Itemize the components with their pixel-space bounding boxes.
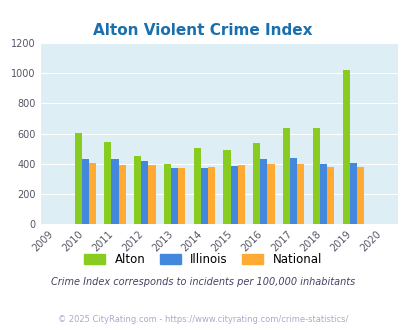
Bar (164, 164, 171, 224)
Bar (237, 165, 244, 224)
Bar (193, 148, 200, 224)
Bar (326, 167, 333, 224)
Bar (81, 159, 89, 224)
Bar (282, 128, 290, 224)
Bar (342, 70, 349, 224)
Bar (104, 142, 111, 224)
Bar (89, 163, 96, 224)
Bar (253, 144, 260, 224)
Bar (230, 166, 237, 224)
Legend: Alton, Illinois, National: Alton, Illinois, National (79, 248, 326, 271)
Bar (118, 165, 126, 224)
Bar (267, 164, 274, 224)
Bar (290, 157, 296, 224)
Bar (349, 163, 356, 224)
Text: Alton Violent Crime Index: Alton Violent Crime Index (93, 23, 312, 38)
Bar (178, 168, 185, 224)
Bar (171, 168, 178, 224)
Bar (356, 167, 363, 224)
Bar (141, 161, 148, 224)
Bar (134, 156, 141, 224)
Bar (312, 128, 319, 224)
Text: Crime Index corresponds to incidents per 100,000 inhabitants: Crime Index corresponds to incidents per… (51, 278, 354, 287)
Bar (148, 165, 155, 224)
Bar (207, 167, 215, 224)
Bar (200, 168, 207, 224)
Bar (75, 133, 81, 224)
Bar (111, 159, 118, 224)
Text: © 2025 CityRating.com - https://www.cityrating.com/crime-statistics/: © 2025 CityRating.com - https://www.city… (58, 315, 347, 324)
Bar (223, 150, 230, 224)
Bar (260, 159, 267, 224)
Bar (319, 164, 326, 224)
Bar (296, 164, 304, 224)
